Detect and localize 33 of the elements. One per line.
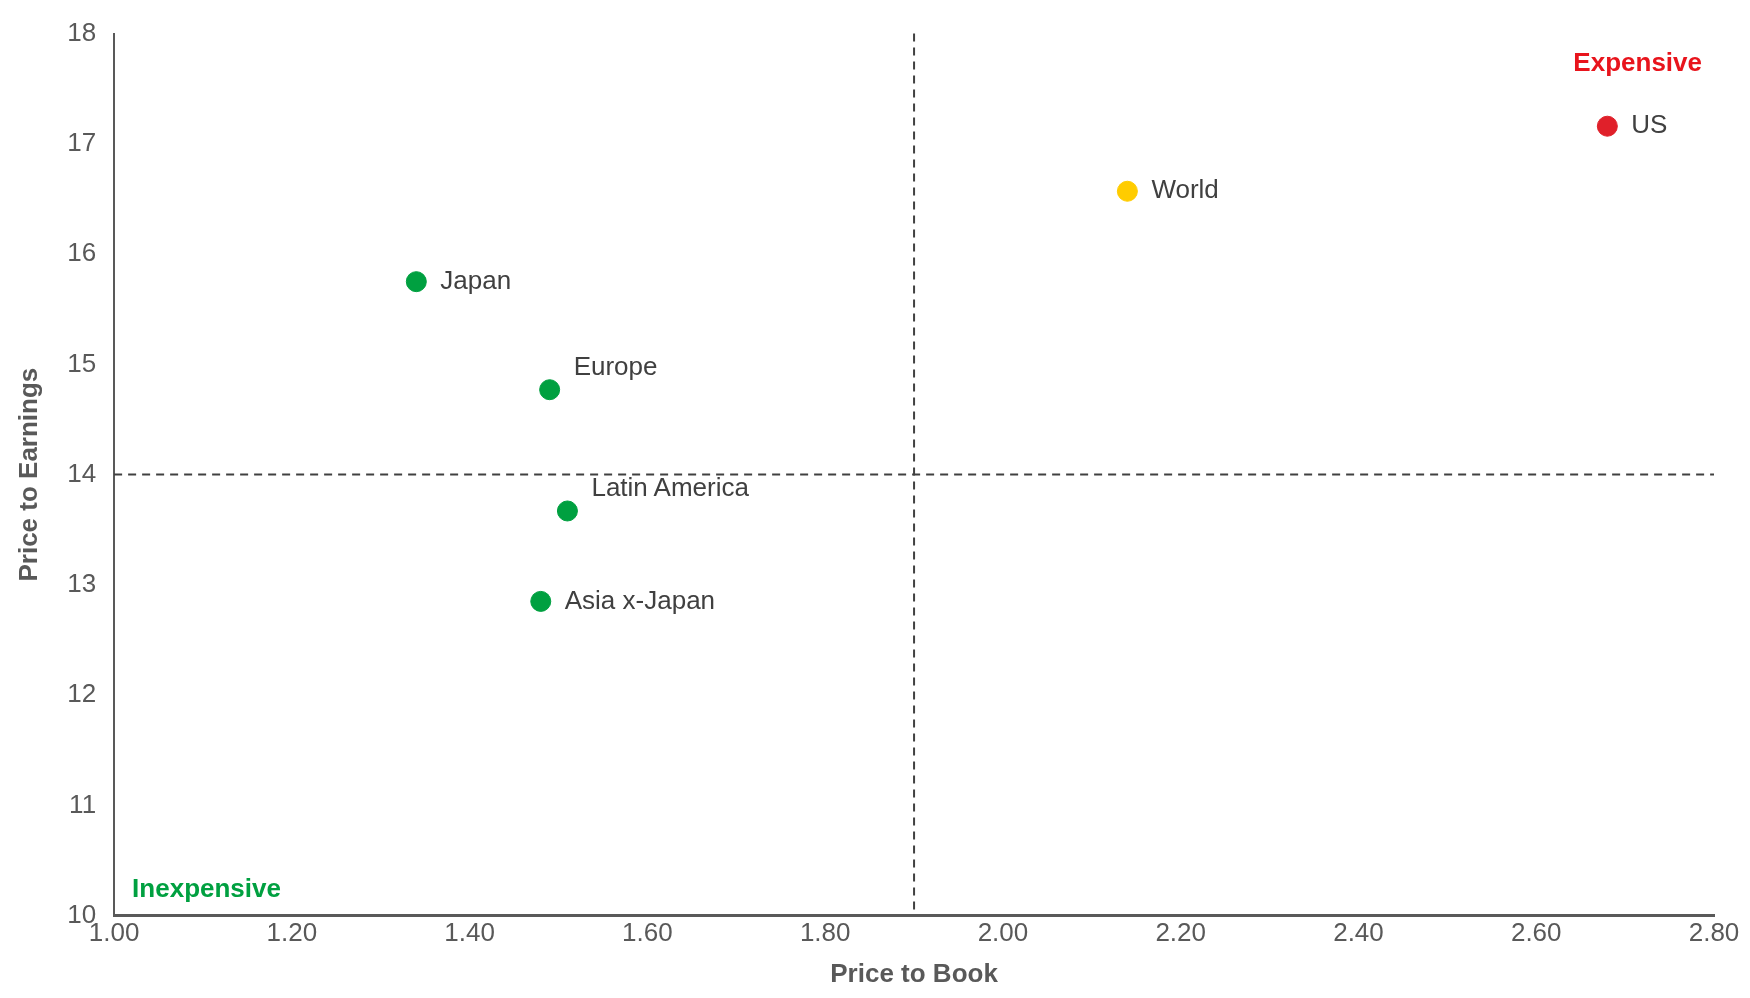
series-label: Japan (440, 264, 512, 295)
series-label: Asia x-Japan (564, 584, 716, 615)
y-tick-label: 13 (67, 568, 97, 599)
x-tick-label: 2.60 (1510, 917, 1562, 948)
x-tick-label: 2.40 (1333, 917, 1384, 948)
y-tick-label: 14 (67, 457, 97, 488)
point (556, 500, 578, 522)
y-tick-label: 11 (69, 788, 97, 819)
y-axis-title: Price to Earnings (12, 367, 43, 582)
x-tick-label: 1.80 (799, 917, 851, 948)
x-tick-label: 2.00 (977, 917, 1029, 948)
y-tick-label: 17 (67, 127, 97, 158)
annotation: Expensive (1573, 46, 1702, 77)
series-label: Europe (573, 350, 658, 381)
x-tick-label: 2.20 (1155, 917, 1207, 948)
x-axis-title: Price to Book (830, 957, 999, 988)
y-tick-label: 18 (67, 16, 97, 47)
y-tick-label: 12 (67, 678, 97, 709)
y-tick-label: 15 (67, 347, 97, 378)
x-tick-label: 1.20 (266, 917, 318, 948)
point (539, 379, 561, 401)
series-label: Latin America (591, 472, 750, 503)
point (1116, 180, 1138, 202)
y-tick-label: 16 (67, 237, 97, 268)
x-tick-label: 2.80 (1688, 917, 1740, 948)
series-label: World (1151, 174, 1219, 205)
point (405, 271, 427, 293)
series-label: US (1631, 109, 1668, 140)
x-tick-label: 1.60 (622, 917, 673, 948)
x-tick-label: 1.40 (444, 917, 495, 948)
point (1596, 115, 1618, 137)
point (530, 590, 552, 612)
annotation: Inexpensive (132, 872, 281, 903)
